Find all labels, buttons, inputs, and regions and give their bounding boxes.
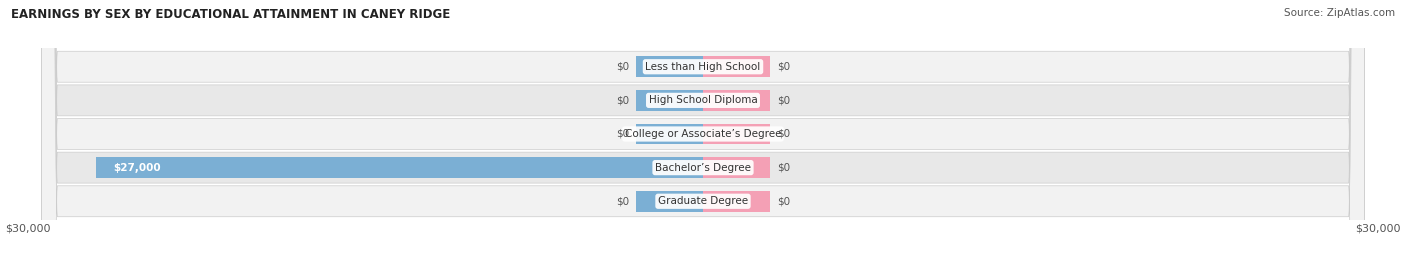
Text: EARNINGS BY SEX BY EDUCATIONAL ATTAINMENT IN CANEY RIDGE: EARNINGS BY SEX BY EDUCATIONAL ATTAINMEN… — [11, 8, 450, 21]
Text: High School Diploma: High School Diploma — [648, 95, 758, 105]
Bar — [703, 191, 770, 212]
Text: Graduate Degree: Graduate Degree — [658, 196, 748, 206]
Text: $27,000: $27,000 — [114, 163, 162, 173]
Bar — [703, 124, 770, 144]
Text: Less than High School: Less than High School — [645, 62, 761, 72]
Text: $0: $0 — [778, 62, 790, 72]
FancyBboxPatch shape — [42, 0, 1364, 268]
FancyBboxPatch shape — [42, 0, 1364, 268]
Text: $0: $0 — [616, 95, 628, 105]
Text: $0: $0 — [616, 196, 628, 206]
Text: College or Associate’s Degree: College or Associate’s Degree — [624, 129, 782, 139]
Bar — [636, 56, 703, 77]
FancyBboxPatch shape — [42, 0, 1364, 268]
Bar — [636, 90, 703, 111]
Text: Source: ZipAtlas.com: Source: ZipAtlas.com — [1284, 8, 1395, 18]
Bar — [96, 157, 703, 178]
Text: $0: $0 — [778, 129, 790, 139]
FancyBboxPatch shape — [42, 0, 1364, 268]
Bar — [636, 191, 703, 212]
Text: $0: $0 — [778, 95, 790, 105]
Text: $0: $0 — [778, 196, 790, 206]
Bar — [636, 124, 703, 144]
FancyBboxPatch shape — [42, 0, 1364, 268]
Text: Bachelor’s Degree: Bachelor’s Degree — [655, 163, 751, 173]
Text: $0: $0 — [616, 62, 628, 72]
Text: $0: $0 — [778, 163, 790, 173]
Bar — [703, 56, 770, 77]
Bar — [703, 90, 770, 111]
Bar — [703, 157, 770, 178]
Text: $0: $0 — [616, 129, 628, 139]
